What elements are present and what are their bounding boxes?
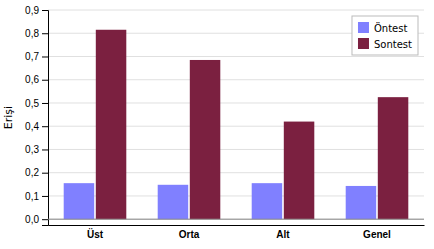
bar [346, 186, 376, 219]
y-tick-label: 0,7 [25, 51, 39, 62]
y-tick-mark [42, 126, 48, 127]
y-tick-mark [42, 56, 48, 57]
y-tick-label: 0,5 [25, 98, 39, 109]
bars [64, 30, 409, 219]
legend-label: Öntest [374, 22, 407, 34]
legend-swatch [358, 38, 369, 49]
y-tick-mark [42, 149, 48, 150]
chart: 0,0 0,1 0,2 0,3 0,4 0,5 0,6 0,7 0,8 0,9 Üst Orta Alt… [0, 0, 434, 249]
y-tick: 0,0 [25, 214, 48, 225]
x-tick-label: Genel [363, 229, 391, 240]
bar [284, 122, 314, 220]
zero-line [48, 219, 424, 220]
y-tick-mark [42, 196, 48, 197]
y-tick-label: 0,4 [25, 121, 39, 132]
bar [252, 183, 282, 219]
y-tick-label: 0,6 [25, 74, 39, 85]
grid [48, 10, 424, 219]
bar [158, 185, 188, 219]
legend-label: Sontest [374, 39, 412, 50]
legend-item: Sontest [358, 38, 412, 50]
y-axis: 0,0 0,1 0,2 0,3 0,4 0,5 0,6 0,7 0,8 0,9 [25, 5, 48, 226]
y-tick-mark [42, 103, 48, 104]
legend: Öntest Sontest [352, 16, 418, 55]
bar-series [96, 30, 408, 219]
y-tick-label: 0,9 [25, 5, 39, 16]
bar [378, 97, 408, 219]
y-tick-label: 0,1 [25, 191, 39, 202]
y-axis-title: Erişi [2, 106, 15, 129]
y-tick-mark [42, 80, 48, 81]
bar [96, 30, 126, 219]
y-tick: 0,1 [25, 191, 48, 202]
x-tick-label: Orta [179, 229, 200, 240]
y-tick: 0,4 [25, 121, 48, 132]
x-tick-label: Üst [87, 228, 104, 240]
y-tick: 0,5 [25, 98, 48, 109]
plot: 0,0 0,1 0,2 0,3 0,4 0,5 0,6 0,7 0,8 0,9 Üst Orta Alt… [25, 5, 424, 240]
x-tick: Genel [363, 229, 391, 240]
x-tick: Alt [276, 229, 290, 240]
bar [190, 60, 220, 219]
y-tick-label: 0,3 [25, 144, 39, 155]
x-tick-label: Alt [276, 229, 290, 240]
y-tick: 0,9 [25, 5, 48, 16]
x-tick: Orta [179, 229, 200, 240]
y-tick-mark [42, 219, 48, 220]
grid-line [48, 10, 424, 11]
y-tick-mark [42, 33, 48, 34]
legend-item: Öntest [358, 22, 407, 34]
y-tick: 0,7 [25, 51, 48, 62]
y-tick-mark [42, 10, 48, 11]
y-tick-label: 0,2 [25, 167, 39, 178]
y-tick-label: 0,8 [25, 28, 39, 39]
y-tick: 0,2 [25, 167, 48, 178]
legend-swatch [358, 22, 369, 33]
y-tick-mark [42, 173, 48, 174]
grid-line [48, 219, 424, 220]
bar [64, 183, 94, 219]
legend-box [352, 16, 418, 55]
y-tick: 0,6 [25, 74, 48, 85]
y-tick: 0,8 [25, 28, 48, 39]
y-tick: 0,3 [25, 144, 48, 155]
y-tick-label: 0,0 [25, 214, 39, 225]
x-axis: Üst Orta Alt Genel [49, 226, 425, 241]
x-tick: Üst [87, 228, 104, 240]
x-axis-line [49, 225, 425, 226]
y-axis-line [42, 11, 49, 226]
